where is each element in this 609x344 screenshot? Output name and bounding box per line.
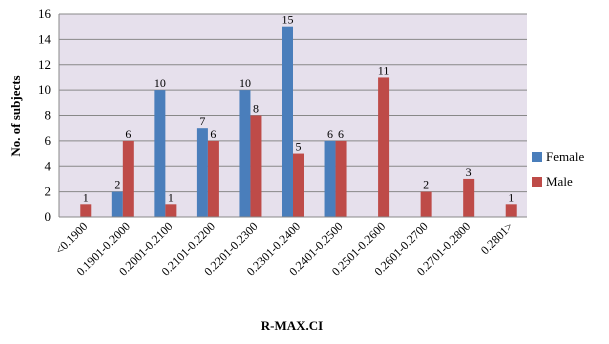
legend: Female Male	[532, 149, 584, 189]
y-tick-label: 6	[45, 133, 52, 148]
x-tick-label: 0.2801>	[478, 219, 516, 257]
bar-male	[250, 115, 262, 217]
data-label-female: 10	[239, 76, 251, 90]
bar-female	[324, 140, 336, 217]
bar-male	[207, 140, 219, 217]
legend-swatch-female	[532, 152, 542, 162]
data-label-female: 6	[327, 127, 333, 141]
data-label-female: 2	[114, 178, 120, 192]
legend-label-female: Female	[546, 149, 584, 164]
y-tick-label: 12	[38, 57, 51, 72]
data-label-female: 15	[282, 13, 294, 27]
data-label-male: 11	[378, 63, 390, 77]
bar-male	[420, 191, 432, 217]
data-label-male: 1	[83, 190, 89, 204]
data-label-female: 10	[154, 76, 166, 90]
y-tick-label: 4	[45, 158, 52, 173]
bar-female	[196, 128, 208, 217]
y-axis-ticks: 0 2 4 6 8 10 12 14 16	[38, 6, 52, 224]
y-tick-label: 16	[38, 6, 52, 21]
bar-male	[165, 204, 177, 217]
y-tick-label: 10	[38, 82, 51, 97]
bar-female	[282, 26, 293, 217]
legend-swatch-male	[532, 177, 542, 187]
data-label-female: 7	[199, 114, 205, 128]
data-label-male: 6	[210, 127, 216, 141]
bar-male	[122, 140, 134, 217]
y-tick-label: 8	[45, 108, 52, 123]
bar-female	[111, 191, 123, 217]
data-label-male: 1	[168, 190, 174, 204]
data-label-male: 3	[466, 165, 472, 179]
data-label-male: 6	[338, 127, 344, 141]
bar-male	[293, 153, 304, 217]
y-tick-label: 0	[45, 209, 52, 224]
bar-male	[80, 204, 92, 217]
x-axis-ticks: <0.19000.1901-0.20000.2001-0.21000.2101-…	[52, 219, 516, 279]
y-tick-label: 14	[38, 31, 52, 46]
bars: 2 10 7 10 15 6 1 6 1 6 8 5 6 11 2 3 1	[80, 13, 517, 217]
y-axis-label: No. of subjects	[8, 75, 23, 156]
bar-male	[335, 140, 347, 217]
bar-female	[154, 90, 166, 217]
x-tick-label: <0.1900	[52, 219, 90, 257]
data-label-male: 5	[296, 140, 302, 154]
bar-male	[505, 204, 517, 217]
data-label-male: 1	[508, 190, 514, 204]
data-label-male: 6	[125, 127, 131, 141]
legend-label-male: Male	[546, 174, 573, 189]
bar-male	[463, 178, 475, 217]
bar-male	[378, 77, 390, 217]
bar-female	[239, 90, 251, 217]
data-label-male: 2	[423, 178, 429, 192]
y-tick-label: 2	[45, 184, 52, 199]
data-label-male: 8	[253, 102, 259, 116]
x-axis-label: R-MAX.CI	[261, 318, 323, 333]
